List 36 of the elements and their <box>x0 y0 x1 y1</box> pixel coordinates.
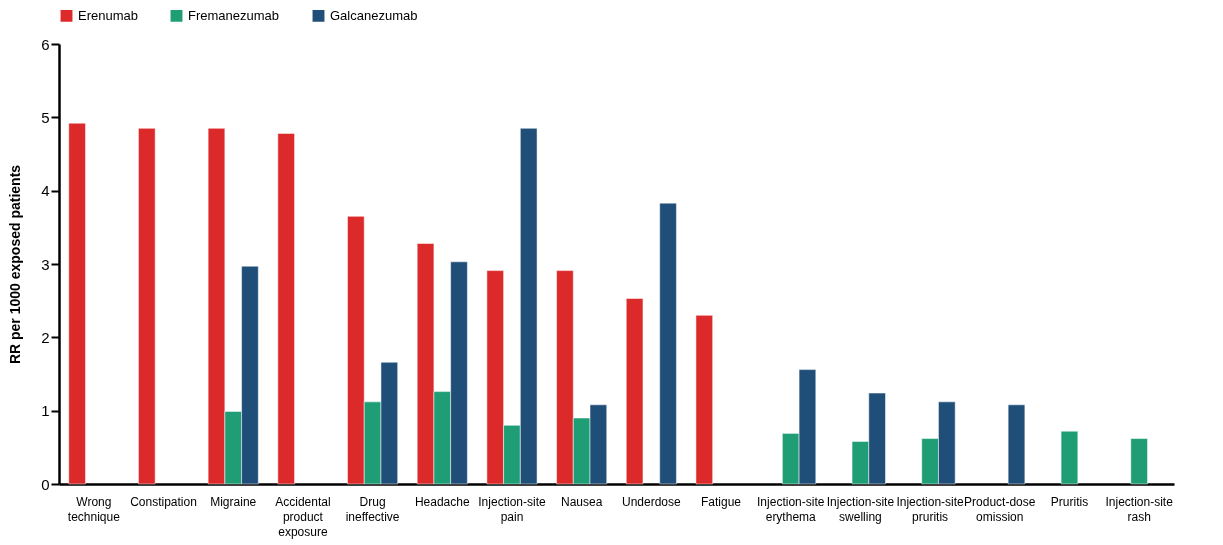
x-tick-label: Underdose <box>621 494 682 509</box>
bar <box>138 128 156 485</box>
bar <box>1007 404 1026 485</box>
x-tick-label: Fatigue <box>701 494 742 509</box>
bar <box>1060 430 1079 485</box>
x-tick-label: Injection-site erythema <box>757 494 825 524</box>
y-tick-label: 3 <box>41 255 50 273</box>
x-tick-label: Headache <box>414 494 470 509</box>
x-tick-label: Migraine <box>210 494 257 509</box>
y-tick-label: 6 <box>41 35 50 53</box>
x-tick-label: Constipation <box>130 494 197 509</box>
x-tick-label: Nausea <box>560 494 603 509</box>
x-tick-label: Injection-site pain <box>478 494 546 524</box>
y-axis-title: RR per 1000 exposed patients <box>7 164 24 365</box>
y-tick-label: 0 <box>41 475 50 493</box>
bar <box>1130 438 1148 485</box>
bar <box>659 202 677 485</box>
x-tick-label: Injection-site rash <box>1105 494 1174 524</box>
legend-label: Fremanezumab <box>188 7 280 23</box>
x-tick-label: Accidental product exposure <box>275 494 331 539</box>
y-tick-label: 2 <box>41 328 50 346</box>
x-tick-label: Wrong technique <box>67 494 121 524</box>
x-tick-label: Pruritis <box>1050 494 1089 509</box>
legend-label: Erenumab <box>78 7 138 23</box>
x-tick-label: Injection-site swelling <box>826 494 895 524</box>
bar <box>695 315 713 485</box>
y-tick-label: 5 <box>41 108 50 126</box>
bar <box>626 298 644 485</box>
legend-label: Galcanezumab <box>330 7 418 23</box>
y-tick-label: 4 <box>41 182 50 200</box>
bar <box>277 133 295 485</box>
y-tick-label: 1 <box>41 402 50 420</box>
bar <box>68 122 86 485</box>
x-tick-label: Injection-site pruritis <box>896 494 965 524</box>
x-tick-label: Drug ineffective <box>345 494 400 524</box>
x-tick-label: Product-dose omission <box>964 494 1036 524</box>
